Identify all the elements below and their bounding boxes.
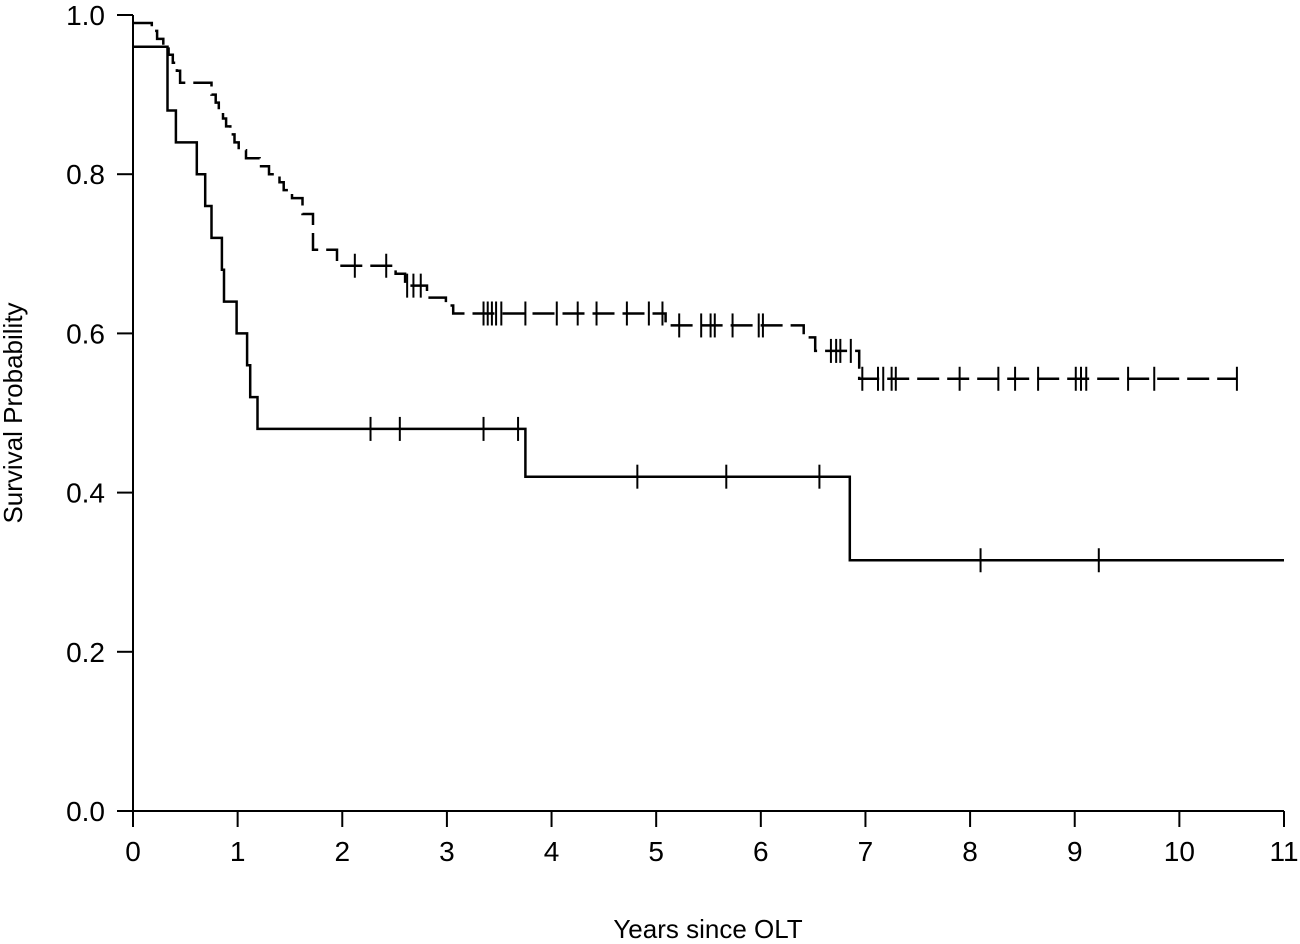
x-axis-title: Years since OLT <box>613 914 802 944</box>
x-tick-label: 8 <box>962 836 978 867</box>
y-tick-label: 0.4 <box>66 478 105 509</box>
series-1-line <box>133 45 1284 562</box>
x-tick-label: 2 <box>334 836 350 867</box>
y-tick-label: 1.0 <box>66 0 105 31</box>
x-tick-label: 10 <box>1164 836 1195 867</box>
x-tick-label: 1 <box>230 836 246 867</box>
y-tick-label: 0.8 <box>66 159 105 190</box>
x-tick-label: 9 <box>1067 836 1083 867</box>
x-tick-label: 11 <box>1269 836 1298 867</box>
y-tick-label: 0.0 <box>66 796 105 827</box>
x-tick-label: 6 <box>753 836 769 867</box>
x-tick-label: 7 <box>858 836 874 867</box>
x-tick-label: 5 <box>648 836 664 867</box>
axes <box>132 15 1284 812</box>
series-group <box>133 21 1284 573</box>
y-tick-label: 0.6 <box>66 318 105 349</box>
y-tick-label: 0.2 <box>66 637 105 668</box>
x-tick-label: 3 <box>439 836 455 867</box>
y-axis-title: Survival Probability <box>0 302 28 523</box>
x-tick-label: 0 <box>125 836 141 867</box>
x-tick-label: 4 <box>544 836 560 867</box>
axis-ticks: 0 1 2 3 4 5 6 7 8 9 10 11 0.0 0.2 0.4 0.6 0.8 1.0 <box>66 0 1298 867</box>
series-2-line <box>133 21 1237 381</box>
